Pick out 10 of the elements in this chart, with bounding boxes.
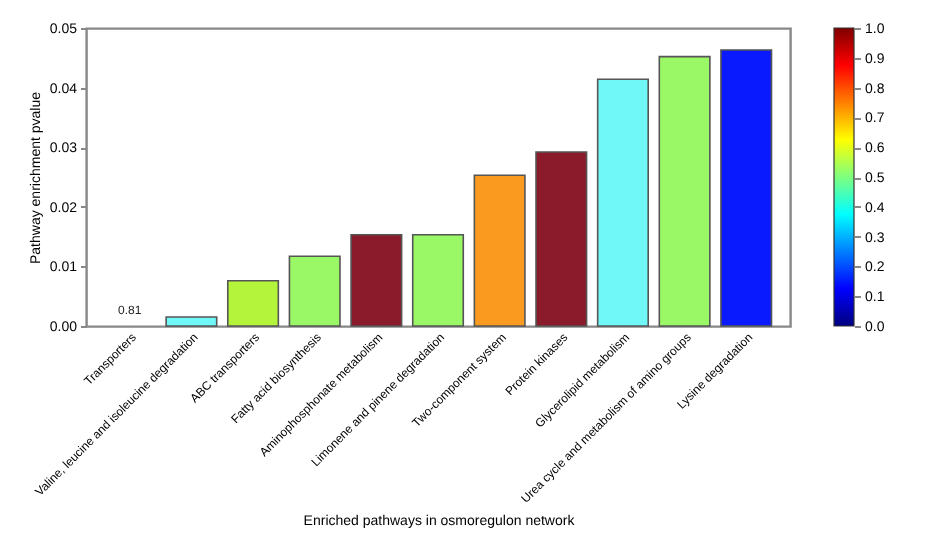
bar	[473, 174, 526, 327]
bar	[165, 316, 218, 327]
bar	[411, 234, 465, 327]
bar	[596, 78, 650, 327]
bar	[350, 234, 403, 327]
bar	[226, 279, 280, 327]
bar	[658, 55, 711, 327]
bar	[535, 151, 588, 327]
bar	[288, 255, 341, 327]
bar	[720, 49, 773, 327]
